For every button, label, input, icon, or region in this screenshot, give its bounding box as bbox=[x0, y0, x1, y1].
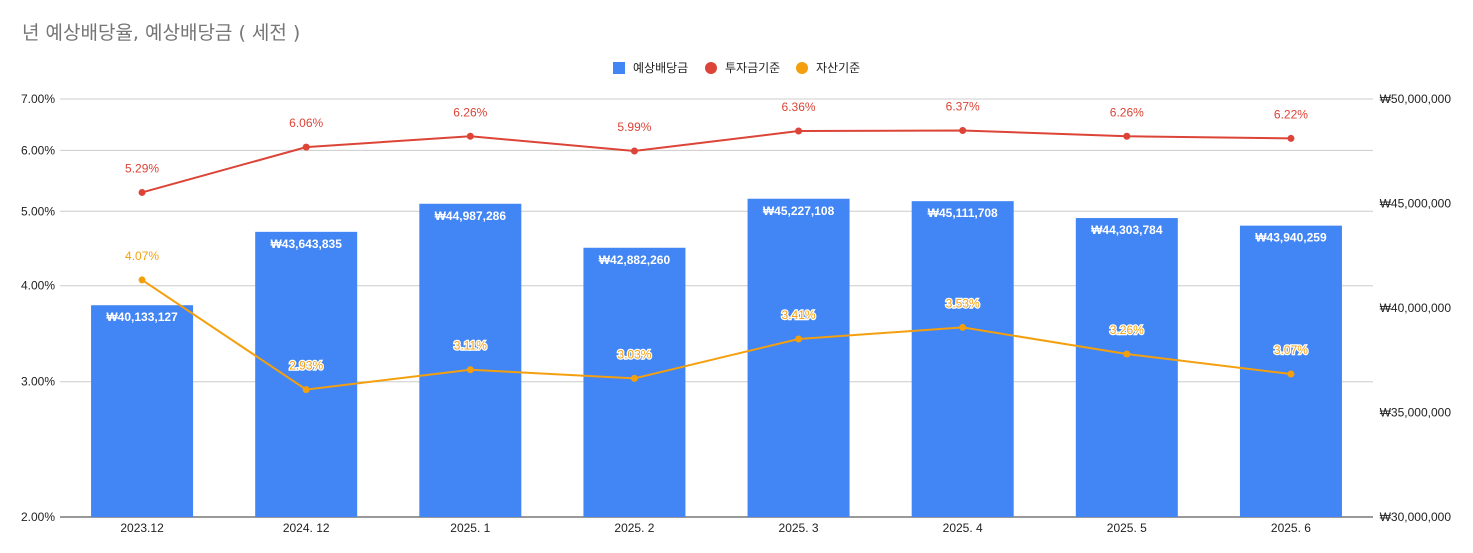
line-series: 5.29% 6.06% 6.26% 5.99% 6.36% 6.37% 6.26% 6.22%… bbox=[124, 98, 1310, 394]
point-data-label: 6.26% bbox=[1110, 105, 1144, 119]
point-data-label: 3.07% bbox=[1274, 343, 1308, 357]
legend-item: 예상배당금 bbox=[613, 61, 688, 75]
bar-data-label: ₩40,133,127 bbox=[106, 310, 178, 324]
point-data-label: 5.99% bbox=[617, 120, 651, 134]
legend: 예상배당금 투자금기준 자산기준 bbox=[613, 61, 860, 75]
data-point bbox=[1123, 132, 1131, 140]
legend-label: 투자금기준 bbox=[725, 61, 780, 75]
x-tick-label: 2025. 1 bbox=[450, 521, 490, 535]
right-tick-label: ₩30,000,000 bbox=[1380, 510, 1452, 524]
point-data-label: 6.06% bbox=[289, 116, 323, 130]
bar-data-label: ₩43,643,835 bbox=[270, 237, 342, 251]
right-tick-label: ₩40,000,000 bbox=[1380, 301, 1452, 315]
bar bbox=[911, 201, 1014, 518]
left-tick-label: 7.00% bbox=[21, 92, 55, 106]
left-tick-label: 6.00% bbox=[21, 143, 55, 157]
data-point bbox=[630, 374, 638, 382]
bar bbox=[1075, 218, 1178, 518]
data-point bbox=[466, 366, 474, 374]
bar bbox=[419, 203, 522, 517]
x-tick-label: 2025. 2 bbox=[614, 521, 654, 535]
data-point bbox=[795, 335, 803, 343]
point-data-label: 3.26% bbox=[1110, 323, 1144, 337]
point-data-label: 3.41% bbox=[782, 308, 816, 322]
x-axis: 2023.12 2024. 12 2025. 1 2025. 2 2025. 3 2025… bbox=[120, 521, 1311, 535]
left-tick-label: 5.00% bbox=[21, 204, 55, 218]
point-data-label: 6.26% bbox=[453, 105, 487, 119]
series-line bbox=[141, 129, 1291, 194]
point-data-label: 3.03% bbox=[617, 347, 651, 361]
series-line bbox=[141, 279, 1292, 391]
point-data-label: 6.37% bbox=[946, 99, 980, 113]
bar bbox=[583, 247, 686, 517]
x-tick-label: 2025. 3 bbox=[779, 521, 819, 535]
bar bbox=[747, 198, 850, 517]
x-tick-label: 2023.12 bbox=[120, 521, 164, 535]
left-axis: 2.00% 3.00% 4.00% 5.00% 6.00% 7.00% bbox=[21, 92, 55, 524]
data-point bbox=[1287, 134, 1295, 142]
data-point bbox=[1123, 350, 1131, 358]
point-data-label: 3.11% bbox=[454, 339, 487, 353]
legend-swatch bbox=[705, 62, 717, 74]
point-data-label: 6.36% bbox=[782, 100, 816, 114]
bar-data-label: ₩44,987,286 bbox=[435, 209, 507, 223]
x-tick-label: 2025. 6 bbox=[1271, 521, 1311, 535]
legend-item: 투자금기준 bbox=[705, 61, 780, 75]
data-point bbox=[959, 323, 967, 331]
bar bbox=[91, 305, 194, 517]
bar-data-label: ₩43,940,259 bbox=[1255, 231, 1327, 245]
point-data-label: 2.93% bbox=[289, 359, 323, 373]
data-point bbox=[302, 386, 310, 394]
point-data-label: 4.07% bbox=[125, 249, 159, 263]
right-axis: ₩30,000,000 ₩35,000,000 ₩40,000,000 ₩45,000… bbox=[1380, 92, 1452, 524]
left-tick-label: 2.00% bbox=[21, 510, 55, 524]
right-tick-label: ₩50,000,000 bbox=[1380, 92, 1452, 106]
point-data-label: 3.53% bbox=[946, 296, 980, 310]
x-tick-label: 2025. 5 bbox=[1107, 521, 1147, 535]
point-data-label: 6.22% bbox=[1274, 107, 1308, 121]
data-point bbox=[630, 147, 638, 155]
legend-label: 예상배당금 bbox=[633, 61, 688, 75]
left-tick-label: 4.00% bbox=[21, 279, 55, 293]
left-tick-label: 3.00% bbox=[21, 375, 55, 389]
data-point bbox=[795, 127, 803, 135]
bar-data-label: ₩44,303,784 bbox=[1091, 223, 1163, 237]
data-point bbox=[302, 143, 310, 151]
data-point bbox=[138, 188, 146, 196]
right-tick-label: ₩45,000,000 bbox=[1380, 197, 1452, 211]
data-point bbox=[138, 276, 146, 284]
bar-series: ₩40,133,127 ₩43,643,835 ₩44,987,286 ₩42,882… bbox=[91, 198, 1342, 518]
bar-data-label: ₩45,227,108 bbox=[763, 204, 835, 218]
bar-data-label: ₩45,111,708 bbox=[928, 206, 998, 220]
x-tick-label: 2024. 12 bbox=[283, 521, 330, 535]
legend-label: 자산기준 bbox=[816, 61, 860, 75]
data-point bbox=[466, 132, 474, 140]
right-tick-label: ₩35,000,000 bbox=[1380, 406, 1452, 420]
bar bbox=[255, 231, 358, 517]
bar-data-label: ₩42,882,260 bbox=[599, 253, 671, 267]
data-point bbox=[959, 126, 967, 134]
x-tick-label: 2025. 4 bbox=[943, 521, 983, 535]
data-point bbox=[1287, 370, 1295, 378]
legend-swatch bbox=[613, 62, 625, 74]
legend-swatch bbox=[796, 62, 808, 74]
legend-item: 자산기준 bbox=[796, 61, 860, 75]
point-data-label: 5.29% bbox=[125, 161, 159, 175]
chart-title: 년 예상배당율, 예상배당금 ( 세전 ) bbox=[22, 22, 300, 44]
